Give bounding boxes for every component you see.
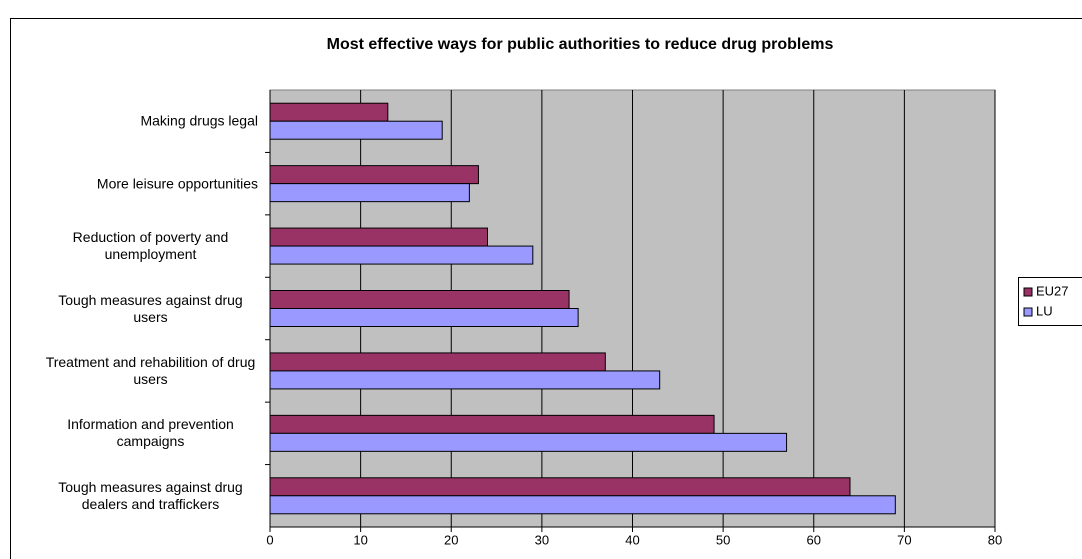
bar (269, 370, 661, 390)
x-tick-label: 10 (353, 532, 367, 547)
chart-title: Most effective ways for public authoriti… (327, 36, 834, 53)
x-tick-label: 0 (266, 532, 273, 547)
bar (269, 432, 788, 452)
bar (269, 352, 606, 372)
y-tick-label: Making drugs legal (140, 112, 258, 129)
x-tick-label: 30 (535, 532, 549, 547)
x-tick-label: 80 (988, 532, 1002, 547)
legend-swatch (1023, 287, 1033, 297)
bar (269, 245, 534, 265)
legend-label: EU27 (1036, 283, 1069, 298)
bar (269, 477, 851, 497)
bar (269, 165, 479, 185)
legend-swatch (1023, 307, 1033, 317)
x-tick-label: 50 (716, 532, 730, 547)
bar (269, 183, 470, 203)
legend-box (1018, 277, 1082, 326)
x-tick-label: 40 (625, 532, 639, 547)
x-tick-label: 20 (444, 532, 458, 547)
x-tick-label: 60 (807, 532, 821, 547)
bar (269, 414, 715, 434)
y-tick-label: Tough measures against drug dealers and … (58, 478, 243, 512)
y-tick-label: Information and prevention campaigns (67, 416, 234, 450)
bar (269, 227, 488, 247)
y-tick-label: More leisure opportunities (96, 175, 258, 192)
legend-label: LU (1036, 303, 1053, 318)
y-tick-label: Tough measures against drug users (58, 291, 243, 325)
y-tick-label: Reduction of poverty and unemployment (72, 229, 229, 263)
bar (269, 102, 389, 122)
bar (269, 495, 896, 515)
x-tick-label: 70 (897, 532, 911, 547)
bar (269, 120, 443, 140)
y-tick-label: Treatment and rehabilition of drug users (45, 353, 256, 387)
bar (269, 308, 579, 327)
bar (269, 290, 570, 309)
